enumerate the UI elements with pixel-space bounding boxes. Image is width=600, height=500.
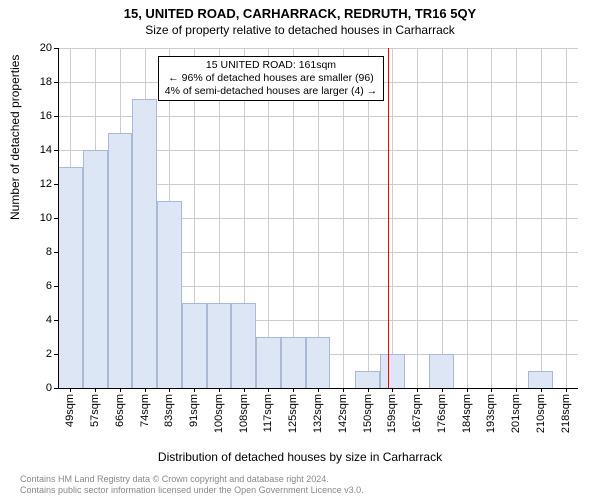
histogram-bar — [231, 303, 256, 388]
gridline-vertical — [516, 48, 517, 388]
x-axis-line — [58, 388, 578, 389]
y-tick-label: 18 — [40, 76, 52, 88]
x-tick-label: 142sqm — [337, 394, 349, 433]
x-tick-label: 117sqm — [262, 394, 274, 432]
y-tick-label: 12 — [40, 178, 52, 190]
histogram-bar — [58, 167, 83, 388]
x-tick-label: 184sqm — [461, 394, 473, 433]
x-axis-label: Distribution of detached houses by size … — [0, 450, 600, 464]
x-tick-label: 108sqm — [238, 394, 250, 433]
histogram-bar — [207, 303, 232, 388]
y-axis-label: Number of detached properties — [8, 55, 22, 220]
x-tick-label: 132sqm — [312, 394, 324, 433]
gridline-vertical — [566, 48, 567, 388]
histogram-bar — [281, 337, 306, 388]
x-tick-label: 74sqm — [139, 394, 151, 427]
histogram-bar — [355, 371, 380, 388]
y-tick-label: 16 — [40, 110, 52, 122]
histogram-bar — [83, 150, 108, 388]
x-tick-label: 150sqm — [362, 394, 374, 433]
histogram-bar — [380, 354, 405, 388]
x-tick-label: 83sqm — [163, 394, 175, 427]
chart-subtitle: Size of property relative to detached ho… — [0, 21, 600, 37]
histogram-bar — [306, 337, 331, 388]
histogram-bar — [528, 371, 553, 388]
plot-area: 0246810121416182049sqm57sqm66sqm74sqm83s… — [58, 48, 578, 388]
x-tick-label: 49sqm — [64, 394, 76, 427]
gridline-vertical — [417, 48, 418, 388]
x-tick-label: 201sqm — [510, 394, 522, 433]
x-tick-label: 218sqm — [560, 394, 572, 433]
reference-line — [388, 48, 389, 388]
histogram-bar — [157, 201, 182, 388]
x-tick-label: 176sqm — [436, 394, 448, 433]
x-tick-label: 210sqm — [535, 394, 547, 433]
footer-attribution: Contains HM Land Registry data © Crown c… — [20, 474, 364, 496]
histogram-bar — [256, 337, 281, 388]
x-tick-label: 159sqm — [386, 394, 398, 433]
x-tick-label: 66sqm — [114, 394, 126, 427]
histogram-bar — [182, 303, 207, 388]
gridline-vertical — [392, 48, 393, 388]
footer-line-2: Contains public sector information licen… — [20, 485, 364, 496]
footer-line-1: Contains HM Land Registry data © Crown c… — [20, 474, 364, 485]
y-tick-label: 14 — [40, 144, 52, 156]
annotation-line-3: 4% of semi-detached houses are larger (4… — [165, 85, 377, 98]
chart-title: 15, UNITED ROAD, CARHARRACK, REDRUTH, TR… — [0, 0, 600, 21]
gridline-vertical — [491, 48, 492, 388]
y-axis-line — [58, 48, 59, 388]
gridline-vertical — [467, 48, 468, 388]
x-tick-label: 125sqm — [287, 394, 299, 433]
annotation-line-1: 15 UNITED ROAD: 161sqm — [165, 59, 377, 72]
y-tick-label: 6 — [46, 280, 52, 292]
y-tick-label: 0 — [46, 382, 52, 394]
x-tick-label: 100sqm — [213, 394, 225, 433]
x-tick-label: 91sqm — [188, 394, 200, 427]
x-tick-label: 57sqm — [89, 394, 101, 427]
annotation-box: 15 UNITED ROAD: 161sqm← 96% of detached … — [158, 56, 384, 101]
gridline-vertical — [442, 48, 443, 388]
y-tick-label: 2 — [46, 348, 52, 360]
y-tick-label: 10 — [40, 212, 52, 224]
histogram-bar — [108, 133, 133, 388]
gridline-vertical — [541, 48, 542, 388]
x-tick-label: 193sqm — [485, 394, 497, 433]
y-tick-label: 20 — [40, 42, 52, 54]
histogram-bar — [429, 354, 454, 388]
chart-container: 15, UNITED ROAD, CARHARRACK, REDRUTH, TR… — [0, 0, 600, 500]
histogram-bar — [132, 99, 157, 388]
annotation-line-2: ← 96% of detached houses are smaller (96… — [165, 72, 377, 85]
y-tick-label: 8 — [46, 246, 52, 258]
x-tick-label: 167sqm — [411, 394, 423, 433]
y-tick-label: 4 — [46, 314, 52, 326]
